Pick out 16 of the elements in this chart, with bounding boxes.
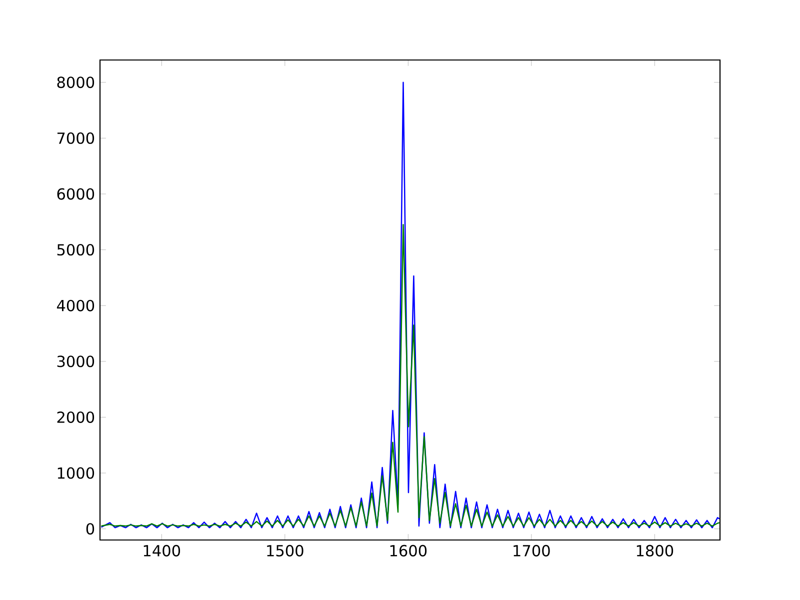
y-tick-label: 0 — [86, 523, 94, 535]
y-tick-label: 4000 — [56, 300, 94, 312]
x-tick-label: 1400 — [144, 544, 180, 556]
line-series — [100, 82, 720, 528]
line-series — [100, 224, 720, 527]
y-tick-label: 3000 — [57, 356, 94, 368]
y-tick-label: 8000 — [57, 76, 94, 88]
x-tick-label: 1500 — [267, 544, 304, 556]
y-tick-label: 5000 — [57, 244, 94, 256]
y-tick-label: 6000 — [57, 188, 94, 200]
y-tick-label: 7000 — [57, 132, 94, 144]
x-tick-label: 1700 — [514, 544, 550, 556]
y-tick-label: 1000 — [58, 467, 94, 479]
x-tick-label: 1600 — [390, 544, 427, 556]
y-tick-label: 2000 — [57, 411, 94, 423]
x-tick-label: 1800 — [636, 544, 674, 556]
